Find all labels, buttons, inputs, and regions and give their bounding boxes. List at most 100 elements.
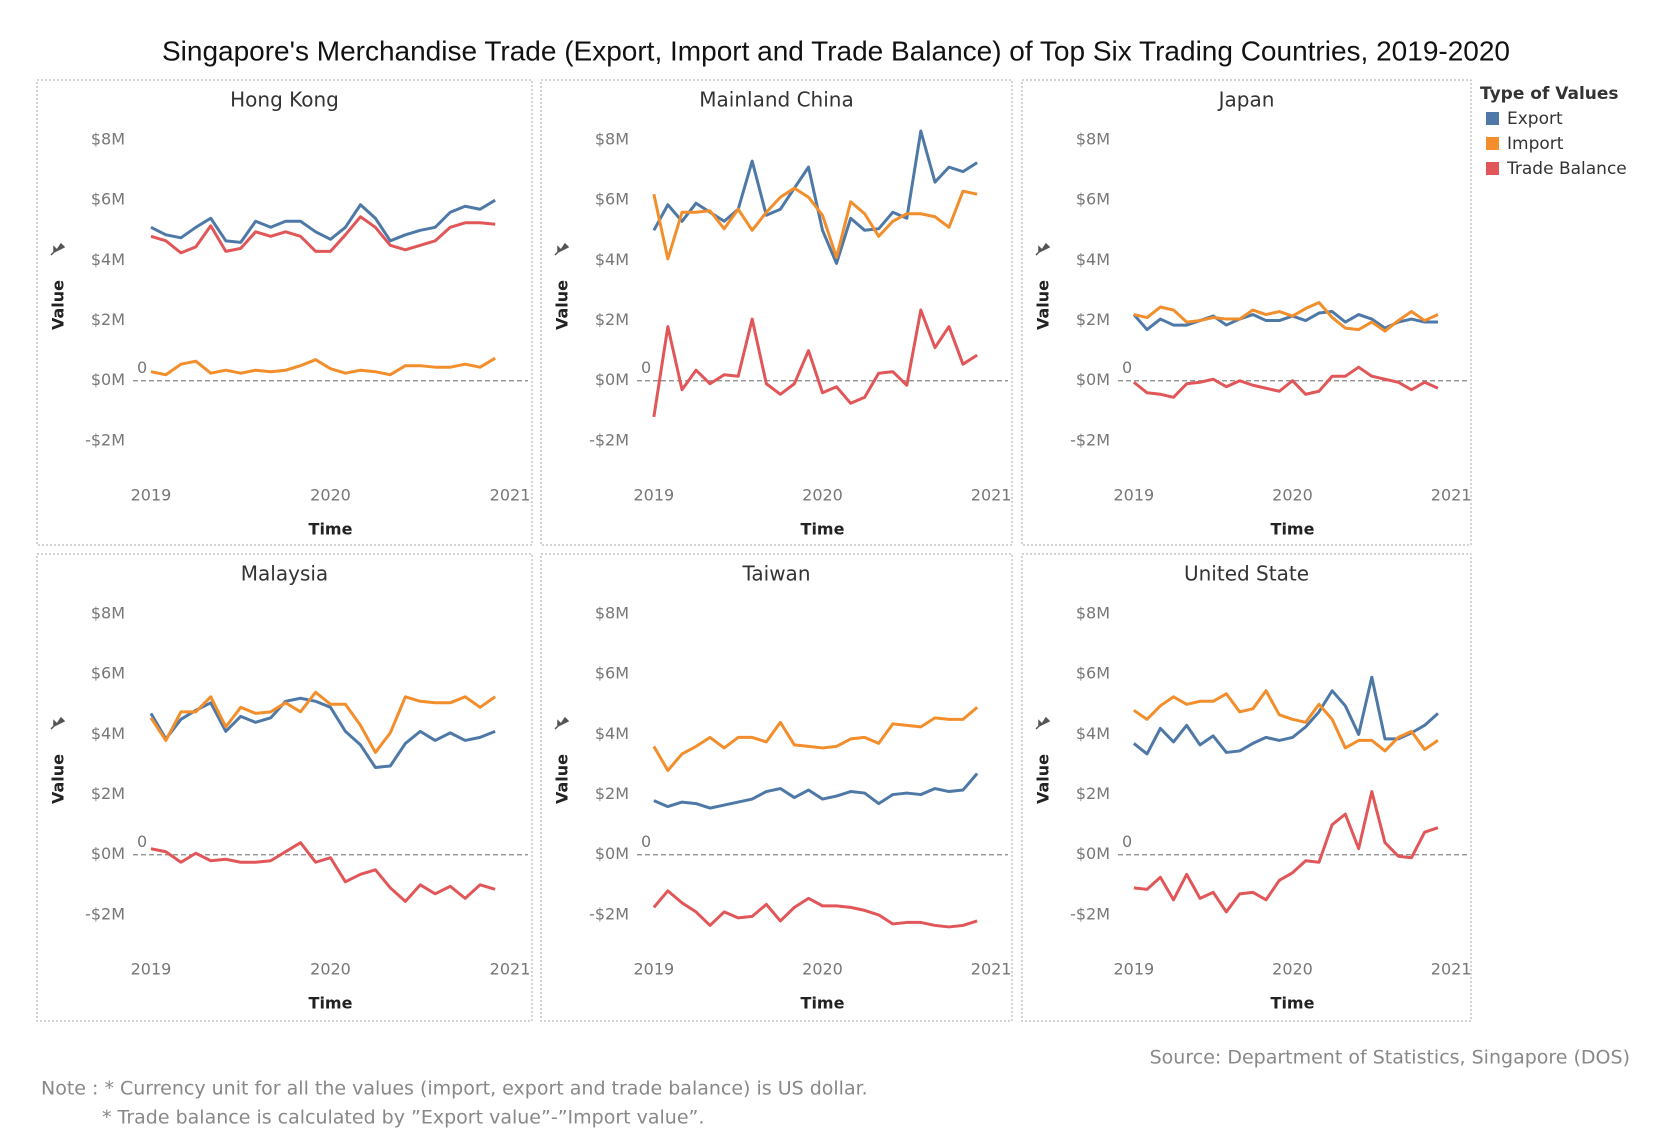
x-tick-label: 2019 bbox=[634, 960, 675, 979]
y-tick-label: $8M bbox=[595, 604, 629, 623]
panel-title: Japan bbox=[1217, 88, 1275, 112]
x-tick-label: 2020 bbox=[1272, 960, 1313, 979]
y-tick-label: -$2M bbox=[1070, 904, 1110, 923]
panel-title: United State bbox=[1184, 562, 1309, 586]
series-line bbox=[652, 129, 978, 265]
reference-label: 0 bbox=[1122, 358, 1132, 377]
y-tick-label: -$2M bbox=[589, 904, 629, 923]
panel-border bbox=[1021, 79, 1472, 546]
pin-icon bbox=[554, 716, 570, 730]
reference-label: 0 bbox=[641, 358, 651, 377]
y-axis-label: Value bbox=[49, 754, 68, 804]
y-tick-label: $4M bbox=[1076, 250, 1110, 269]
x-axis-label: Time bbox=[1271, 520, 1315, 539]
y-tick-label: $0M bbox=[595, 844, 629, 863]
x-axis-label: Time bbox=[1271, 994, 1315, 1013]
y-tick-label: $2M bbox=[91, 310, 125, 329]
y-tick-label: -$2M bbox=[1070, 430, 1110, 449]
y-tick-label: $2M bbox=[1076, 784, 1110, 803]
legend-swatch bbox=[1486, 112, 1499, 125]
x-tick-label: 2021 bbox=[1431, 960, 1472, 979]
y-tick-label: $6M bbox=[595, 190, 629, 209]
x-tick-label: 2019 bbox=[131, 486, 172, 505]
x-tick-label: 2020 bbox=[1272, 486, 1313, 505]
source-note: Source: Department of Statistics, Singap… bbox=[1150, 1047, 1630, 1069]
y-tick-label: $0M bbox=[91, 370, 125, 389]
x-tick-label: 2019 bbox=[1114, 486, 1155, 505]
footnote: * Trade balance is calculated by ”Export… bbox=[102, 1107, 704, 1129]
y-tick-label: $8M bbox=[1076, 130, 1110, 149]
series-line bbox=[150, 356, 496, 377]
pin-icon bbox=[1035, 716, 1051, 730]
series-line bbox=[150, 215, 496, 255]
y-tick-label: $2M bbox=[91, 784, 125, 803]
pin-icon bbox=[50, 242, 66, 256]
y-tick-label: $0M bbox=[91, 844, 125, 863]
x-tick-label: 2021 bbox=[971, 486, 1012, 505]
series-line bbox=[653, 772, 979, 810]
series-line bbox=[150, 841, 496, 903]
y-tick-label: $8M bbox=[595, 130, 629, 149]
series-line bbox=[652, 186, 978, 261]
panel-border bbox=[36, 553, 533, 1022]
x-axis-label: Time bbox=[801, 994, 845, 1013]
y-tick-label: $4M bbox=[595, 724, 629, 743]
pin-icon bbox=[1035, 242, 1051, 256]
x-tick-label: 2021 bbox=[490, 960, 531, 979]
panel-border bbox=[540, 553, 1013, 1022]
series-line bbox=[1133, 301, 1439, 333]
series-line bbox=[1132, 365, 1439, 399]
series-line bbox=[1132, 310, 1438, 332]
x-tick-label: 2021 bbox=[971, 960, 1012, 979]
panel-border bbox=[1021, 553, 1472, 1022]
series-line bbox=[652, 706, 979, 772]
legend-label: Trade Balance bbox=[1506, 159, 1627, 179]
reference-label: 0 bbox=[137, 832, 147, 851]
reference-label: 0 bbox=[641, 832, 651, 851]
y-tick-label: $6M bbox=[595, 664, 629, 683]
y-tick-label: $6M bbox=[91, 664, 125, 683]
x-axis-label: Time bbox=[309, 520, 353, 539]
y-axis-label: Value bbox=[49, 280, 68, 330]
y-tick-label: $4M bbox=[91, 724, 125, 743]
y-axis-label: Value bbox=[553, 754, 572, 804]
legend-label: Export bbox=[1507, 109, 1563, 129]
y-tick-label: $0M bbox=[1076, 370, 1110, 389]
y-tick-label: $8M bbox=[91, 604, 125, 623]
y-tick-label: $0M bbox=[1076, 844, 1110, 863]
legend-label: Import bbox=[1507, 134, 1564, 154]
panel-title: Hong Kong bbox=[230, 88, 339, 112]
series-line bbox=[1133, 689, 1439, 753]
y-tick-label: $8M bbox=[1076, 604, 1110, 623]
series-line bbox=[652, 308, 978, 418]
x-tick-label: 2019 bbox=[131, 960, 172, 979]
x-tick-label: 2020 bbox=[310, 960, 351, 979]
x-axis-label: Time bbox=[801, 520, 845, 539]
y-axis-label: Value bbox=[1034, 754, 1053, 804]
series-line bbox=[1132, 675, 1439, 756]
panel-title: Taiwan bbox=[741, 562, 810, 586]
y-tick-label: $6M bbox=[1076, 190, 1110, 209]
y-tick-label: $2M bbox=[1076, 310, 1110, 329]
y-tick-label: $6M bbox=[91, 190, 125, 209]
x-tick-label: 2021 bbox=[490, 486, 531, 505]
panel: Malaysia -$2M $0M $2M $4M $6M $8M 2019 2020 2021 T… bbox=[36, 553, 533, 1022]
legend-swatch bbox=[1486, 137, 1499, 150]
y-tick-label: $2M bbox=[595, 310, 629, 329]
panel: Hong Kong -$2M $0M $2M $4M $6M $8M 2019 2020 2021… bbox=[36, 79, 533, 546]
y-tick-label: $0M bbox=[595, 370, 629, 389]
x-axis-label: Time bbox=[309, 994, 353, 1013]
series-line bbox=[150, 198, 496, 244]
y-tick-label: $6M bbox=[1076, 664, 1110, 683]
series-line bbox=[149, 696, 496, 769]
x-tick-label: 2019 bbox=[634, 486, 675, 505]
reference-label: 0 bbox=[137, 358, 147, 377]
series-line bbox=[1133, 790, 1439, 914]
y-tick-label: $8M bbox=[91, 130, 125, 149]
pin-icon bbox=[50, 716, 66, 730]
panel: Taiwan -$2M $0M $2M $4M $6M $8M 2019 2020 2021 Tim… bbox=[540, 553, 1013, 1022]
x-tick-label: 2020 bbox=[802, 486, 843, 505]
x-tick-label: 2019 bbox=[1114, 960, 1155, 979]
series-line bbox=[149, 690, 496, 754]
